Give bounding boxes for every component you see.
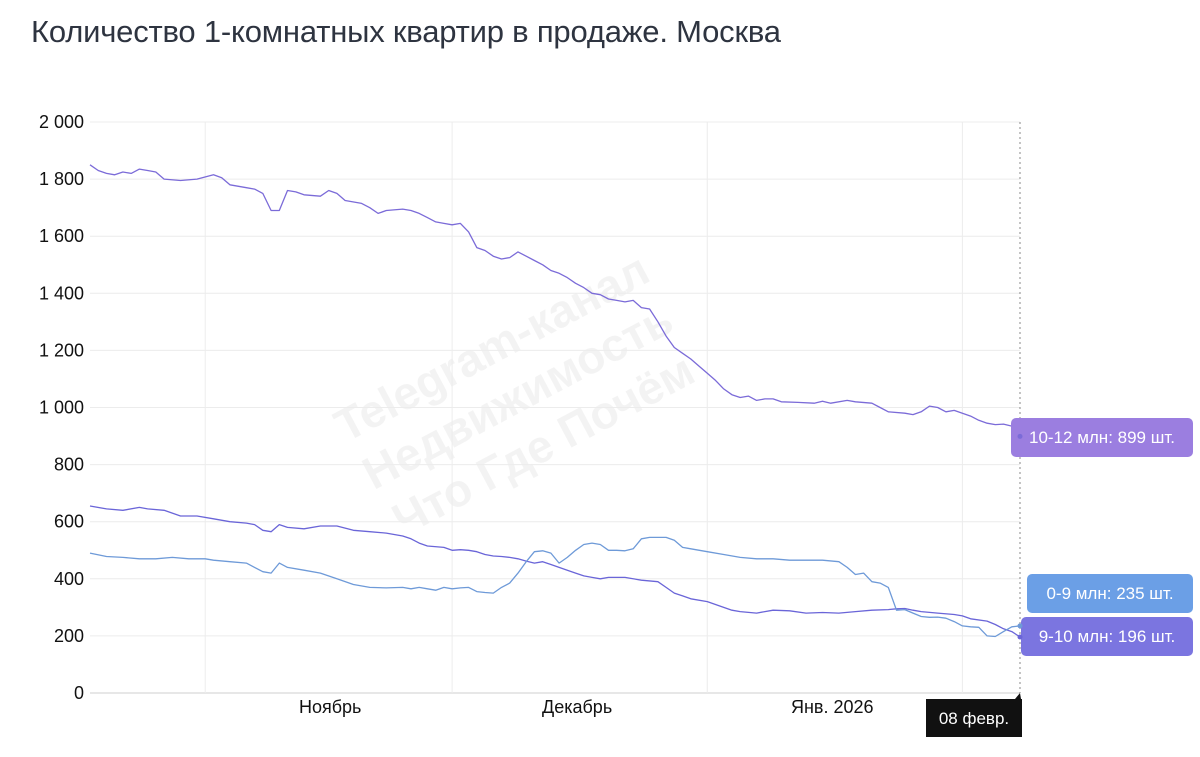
crosshair-date-label: 08 февр. [939, 709, 1009, 728]
series-lines [89, 164, 1021, 638]
series-label-box-3 [1027, 574, 1193, 613]
series-end-marker-2 [1017, 634, 1023, 640]
series-end-marker-1 [1017, 433, 1023, 439]
y-tick-label: 0 [74, 683, 84, 703]
series-line-1 [89, 164, 1021, 437]
series-label-box-2 [1021, 617, 1193, 656]
grid [90, 121, 1020, 694]
series-line-3 [89, 536, 1021, 638]
crosshair-date-pointer [1015, 693, 1021, 699]
y-tick-label: 200 [54, 626, 84, 646]
y-tick-label: 400 [54, 569, 84, 589]
crosshair-date-box [926, 699, 1022, 737]
chart-title: Количество 1-комнатных квартир в продаже… [31, 14, 781, 49]
y-tick-label: 1 800 [39, 169, 84, 189]
series-line-2 [89, 505, 1021, 638]
y-tick-label: 2 000 [39, 112, 84, 132]
series-label-3: 0-9 млн: 235 шт. [1046, 584, 1173, 603]
series-label-1: 10-12 млн: 899 шт. [1029, 428, 1175, 447]
y-tick-label: 600 [54, 512, 84, 532]
y-tick-label: 1 200 [39, 340, 84, 360]
y-axis: 0 200 400 600 800 1 000 1 200 1 400 1 600 1 800 2 … [39, 112, 84, 703]
y-tick-label: 1 600 [39, 226, 84, 246]
series-label-2: 9-10 млн: 196 шт. [1039, 627, 1176, 646]
y-tick-label: 1 000 [39, 398, 84, 418]
series-end-marker-3 [1017, 623, 1023, 629]
x-tick-label: Декабрь [542, 697, 612, 717]
y-tick-label: 800 [54, 455, 84, 475]
x-tick-label: Ноябрь [299, 697, 361, 717]
series-value-labels: 10-12 млн: 899 шт. 9-10 млн: 196 шт. 0-9 м… [1011, 418, 1193, 656]
series-label-box-1 [1011, 418, 1193, 457]
crosshair: 08 февр. [926, 122, 1022, 737]
watermark: Telegram-канал Недвижимость Что Где Почё… [326, 243, 703, 546]
y-tick-label: 1 400 [39, 283, 84, 303]
x-tick-label: Янв. 2026 [791, 697, 874, 717]
x-axis: Ноябрь Декабрь Янв. 2026 [299, 697, 874, 717]
